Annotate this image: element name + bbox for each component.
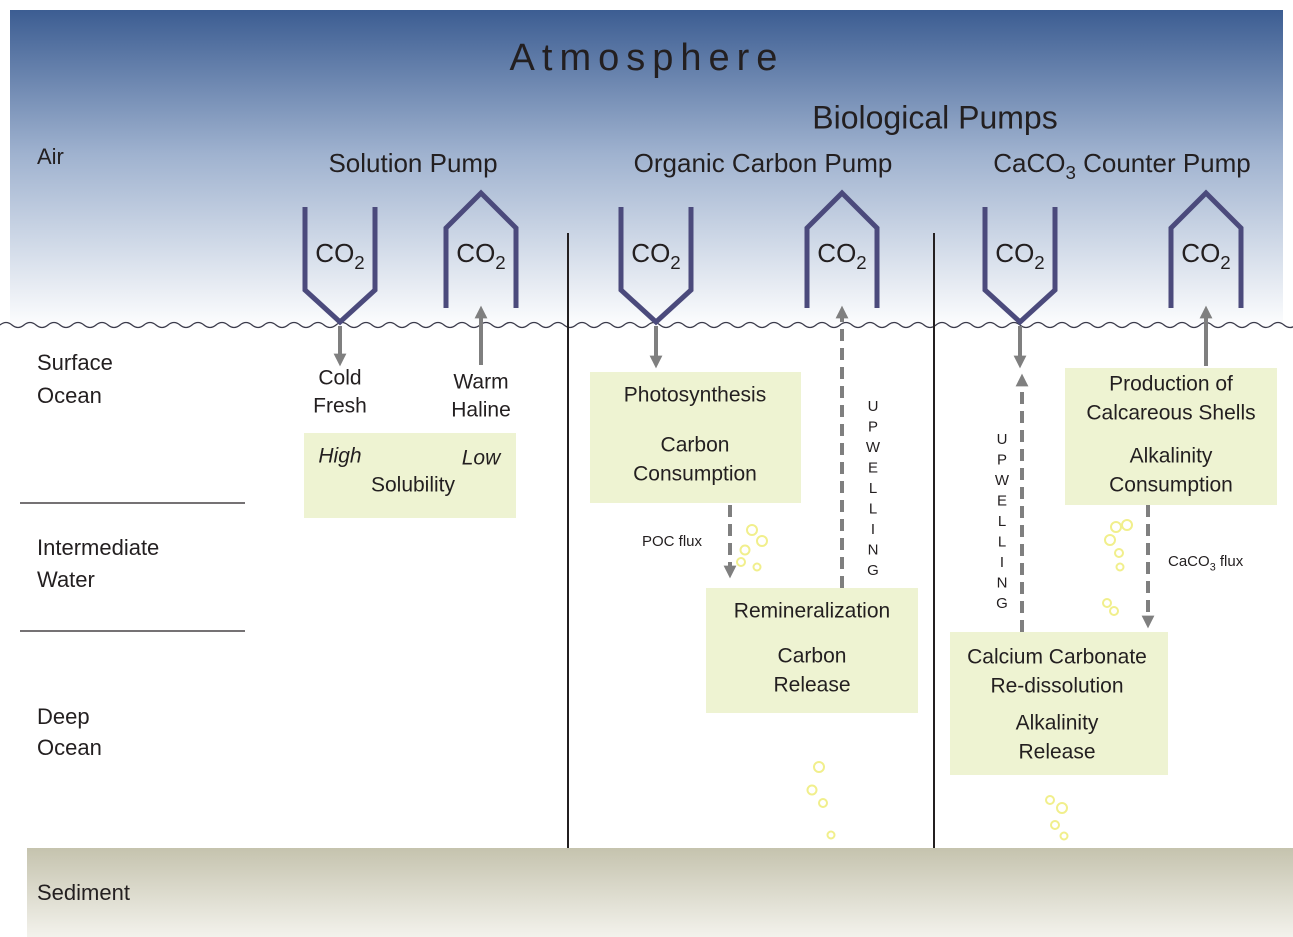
box-title: Calcium Carbonate <box>967 646 1147 669</box>
layer-label: Ocean <box>37 735 102 760</box>
layer-label: Ocean <box>37 383 102 408</box>
particles <box>736 519 1133 841</box>
box-detail: Release <box>773 674 850 697</box>
upwelling-letter: L <box>998 513 1006 530</box>
flux-label: CaCO3 flux <box>1168 553 1244 573</box>
labels: Atmosphere Biological Pumps Air Surface Ocea… <box>37 37 1256 905</box>
gas-label: CO2 <box>631 238 680 273</box>
gas-label-part: 2 <box>495 252 505 273</box>
gas-label: CO2 <box>315 238 364 273</box>
flux-label: POC flux <box>642 533 703 550</box>
gas-label-part: 2 <box>856 252 866 273</box>
gas-label-part: CO <box>817 238 856 268</box>
layer-label: Deep <box>37 704 90 729</box>
gas-label-part: 2 <box>670 252 680 273</box>
sea-surface <box>0 321 1293 329</box>
pump-label: Warm <box>453 371 508 394</box>
sediment-background <box>27 848 1293 937</box>
gas-label: CO2 <box>1181 238 1230 273</box>
gas-label: CO2 <box>456 238 505 273</box>
box-label: Low <box>462 447 502 470</box>
box-detail: Consumption <box>633 463 757 486</box>
section-title: Biological Pumps <box>812 99 1057 135</box>
upwelling-letter: U <box>997 431 1008 448</box>
pump-title-part: CaCO <box>993 148 1065 178</box>
upwelling-letter: I <box>871 521 875 538</box>
upwelling-letter: W <box>995 472 1010 489</box>
upwelling-letter: W <box>866 439 881 456</box>
upwelling-letter: L <box>869 480 877 497</box>
box-detail: Consumption <box>1109 474 1233 497</box>
upwelling-letter: N <box>997 574 1008 591</box>
flux-label-part: 3 <box>1210 561 1216 573</box>
upwelling-letter: I <box>1000 554 1004 571</box>
gas-label: CO2 <box>817 238 866 273</box>
box-title: Calcareous Shells <box>1086 402 1255 425</box>
pump-label: Cold <box>318 367 361 390</box>
upwelling-letter: P <box>997 451 1007 468</box>
separators <box>20 233 935 848</box>
title: Atmosphere <box>510 37 785 79</box>
upwelling-letter: N <box>868 541 879 558</box>
upwelling-letter: L <box>869 500 877 517</box>
box-detail: Alkalinity <box>1130 445 1213 468</box>
box-title: Production of <box>1109 373 1233 396</box>
upwelling-letter: E <box>997 492 1007 509</box>
box-detail: Carbon <box>778 645 847 668</box>
gas-label-part: CO <box>315 238 354 268</box>
upwelling-letter: E <box>868 459 878 476</box>
pump-title-part: Counter Pump <box>1076 148 1251 178</box>
box-title: Remineralization <box>734 600 890 623</box>
process-boxes <box>304 368 1277 775</box>
gas-label-part: CO <box>995 238 1034 268</box>
layer-label: Surface <box>37 350 113 375</box>
upwelling-letter: U <box>868 398 879 415</box>
gas-label-part: CO <box>631 238 670 268</box>
gas-label-part: 2 <box>1220 252 1230 273</box>
layer-label: Intermediate <box>37 535 159 560</box>
box-detail: Alkalinity <box>1016 712 1099 735</box>
flux-label-part: flux <box>1216 553 1244 570</box>
gas-label-part: CO <box>456 238 495 268</box>
gas-label-part: 2 <box>354 252 364 273</box>
arrows <box>333 305 1213 632</box>
box-label: Solubility <box>371 474 456 497</box>
box-detail: Carbon <box>661 434 730 457</box>
pump-title: Organic Carbon Pump <box>634 148 893 178</box>
box-title: Re-dissolution <box>990 675 1123 698</box>
upwelling-letter: P <box>868 418 878 435</box>
gas-label-part: 2 <box>1034 252 1044 273</box>
flux-label-part: CaCO <box>1168 553 1210 570</box>
pump-title: CaCO3 Counter Pump <box>993 148 1251 183</box>
pump-label: Fresh <box>313 395 367 418</box>
upwelling-letter: L <box>998 533 1006 550</box>
pump-title: Solution Pump <box>328 148 497 178</box>
upwelling-letter: G <box>996 595 1008 612</box>
layer-label: Sediment <box>37 880 130 905</box>
box-title: Photosynthesis <box>624 384 766 407</box>
co2-shapes <box>302 189 1244 326</box>
box-detail: Release <box>1018 741 1095 764</box>
layer-label: Water <box>37 567 95 592</box>
pump-title-part: 3 <box>1065 162 1075 183</box>
gas-label-part: CO <box>1181 238 1220 268</box>
gas-label: CO2 <box>995 238 1044 273</box>
layer-label: Air <box>37 144 64 169</box>
atmosphere-background <box>10 10 1283 330</box>
box-label: High <box>318 445 361 468</box>
pump-label: Haline <box>451 399 511 422</box>
upwelling-letter: G <box>867 562 879 579</box>
